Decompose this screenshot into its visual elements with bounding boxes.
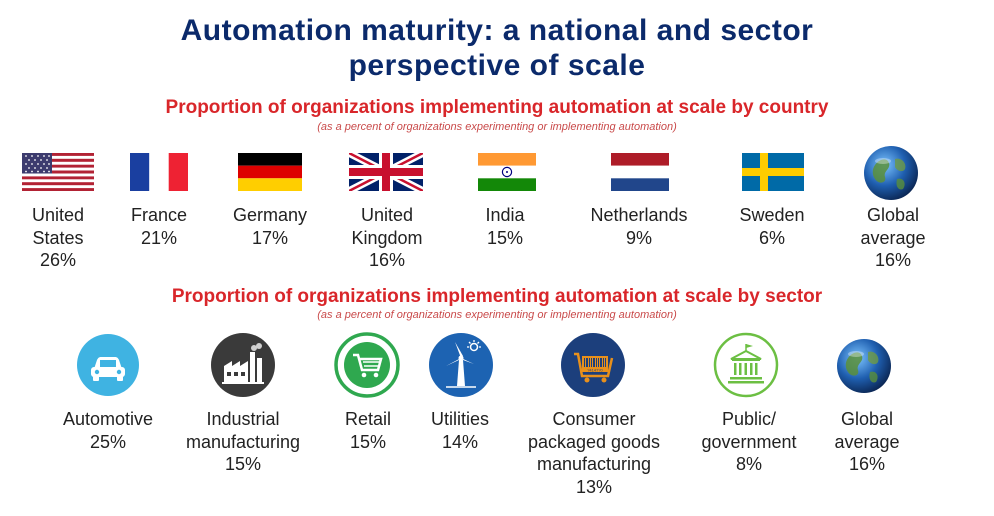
sector-item-industrial-manufacturing: Industrial manufacturing 15% bbox=[172, 408, 314, 476]
country-item-sweden: Sweden 6% bbox=[722, 204, 822, 249]
sector-name: Utilities bbox=[430, 409, 489, 429]
page-title-line1: Automation maturity: a national and sect… bbox=[180, 14, 814, 47]
country-item-netherlands: Netherlands 9% bbox=[574, 204, 704, 249]
sector-item-global-average: Global average 16% bbox=[812, 408, 922, 476]
country-section-title: Proportion of organizations implementing… bbox=[165, 97, 829, 118]
sector-item-consumer-packaged-goods: Consumer packaged goods manufacturing 13… bbox=[514, 408, 674, 498]
country-value: 17% bbox=[251, 227, 289, 248]
country-value: 15% bbox=[486, 227, 524, 248]
wind-turbine-icon bbox=[429, 333, 493, 397]
netherlands-flag-icon bbox=[611, 153, 669, 191]
sector-value: 15% bbox=[224, 454, 262, 474]
country-name: Germany bbox=[232, 205, 308, 225]
globe-icon bbox=[864, 146, 918, 200]
country-name: United States bbox=[31, 205, 85, 248]
sector-value: 25% bbox=[89, 431, 127, 452]
country-item-germany: Germany 17% bbox=[215, 204, 325, 249]
france-flag-icon bbox=[130, 153, 188, 191]
country-name: Global average bbox=[860, 205, 926, 248]
shopping-cart-icon bbox=[334, 332, 400, 398]
sector-name: Retail bbox=[344, 409, 392, 429]
country-value: 21% bbox=[140, 227, 178, 248]
barcode-icon: ?4147?0 bbox=[561, 333, 625, 397]
sector-value: 13% bbox=[575, 476, 613, 497]
barcode-digits: ?4147?0 bbox=[587, 368, 603, 373]
country-name: France bbox=[130, 205, 188, 225]
country-item-global-average: Global average 16% bbox=[838, 204, 948, 272]
sector-value: 14% bbox=[441, 431, 479, 452]
country-item-united-kingdom: United Kingdom 16% bbox=[332, 204, 442, 272]
globe-icon bbox=[837, 339, 891, 393]
page-title-line2: perspective of scale bbox=[348, 49, 646, 82]
uk-flag-icon bbox=[349, 153, 423, 191]
sector-value: 16% bbox=[848, 454, 886, 474]
sector-item-public-government: Public/ government 8% bbox=[684, 408, 814, 476]
us-flag-icon bbox=[22, 153, 94, 191]
country-section-note: (as a percent of organizations experimen… bbox=[317, 121, 677, 133]
country-value: 26% bbox=[39, 250, 77, 270]
car-icon bbox=[77, 334, 139, 396]
country-item-united-states: United States 26% bbox=[8, 204, 108, 272]
sector-name: Automotive bbox=[62, 409, 154, 429]
country-name: Sweden bbox=[739, 205, 805, 225]
country-value: 9% bbox=[625, 227, 652, 248]
sector-item-automotive: Automotive 25% bbox=[48, 408, 168, 453]
country-value: 6% bbox=[758, 227, 785, 248]
country-item-india: India 15% bbox=[455, 204, 555, 249]
factory-icon bbox=[211, 333, 275, 397]
sector-name: Public/ government bbox=[701, 409, 797, 452]
country-name: Netherlands bbox=[590, 205, 688, 225]
sector-section-title: Proportion of organizations implementing… bbox=[171, 286, 823, 307]
sector-item-retail: Retail 15% bbox=[328, 408, 408, 453]
sector-item-utilities: Utilities 14% bbox=[412, 408, 508, 453]
sweden-flag-icon bbox=[742, 153, 804, 191]
germany-flag-icon bbox=[238, 153, 302, 191]
sector-value: 8% bbox=[735, 454, 762, 474]
sector-name: Consumer packaged goods manufacturing bbox=[527, 409, 661, 474]
government-building-icon bbox=[713, 332, 779, 398]
country-item-france: France 21% bbox=[109, 204, 209, 249]
sector-value: 15% bbox=[349, 431, 387, 452]
sector-name: Global average bbox=[834, 409, 900, 452]
india-flag-icon bbox=[478, 153, 536, 191]
sector-name: Industrial manufacturing bbox=[185, 409, 301, 452]
country-name: United Kingdom bbox=[351, 205, 423, 248]
country-value: 16% bbox=[874, 250, 912, 270]
country-name: India bbox=[485, 205, 525, 225]
country-value: 16% bbox=[368, 250, 406, 270]
sector-section-note: (as a percent of organizations experimen… bbox=[317, 309, 677, 321]
